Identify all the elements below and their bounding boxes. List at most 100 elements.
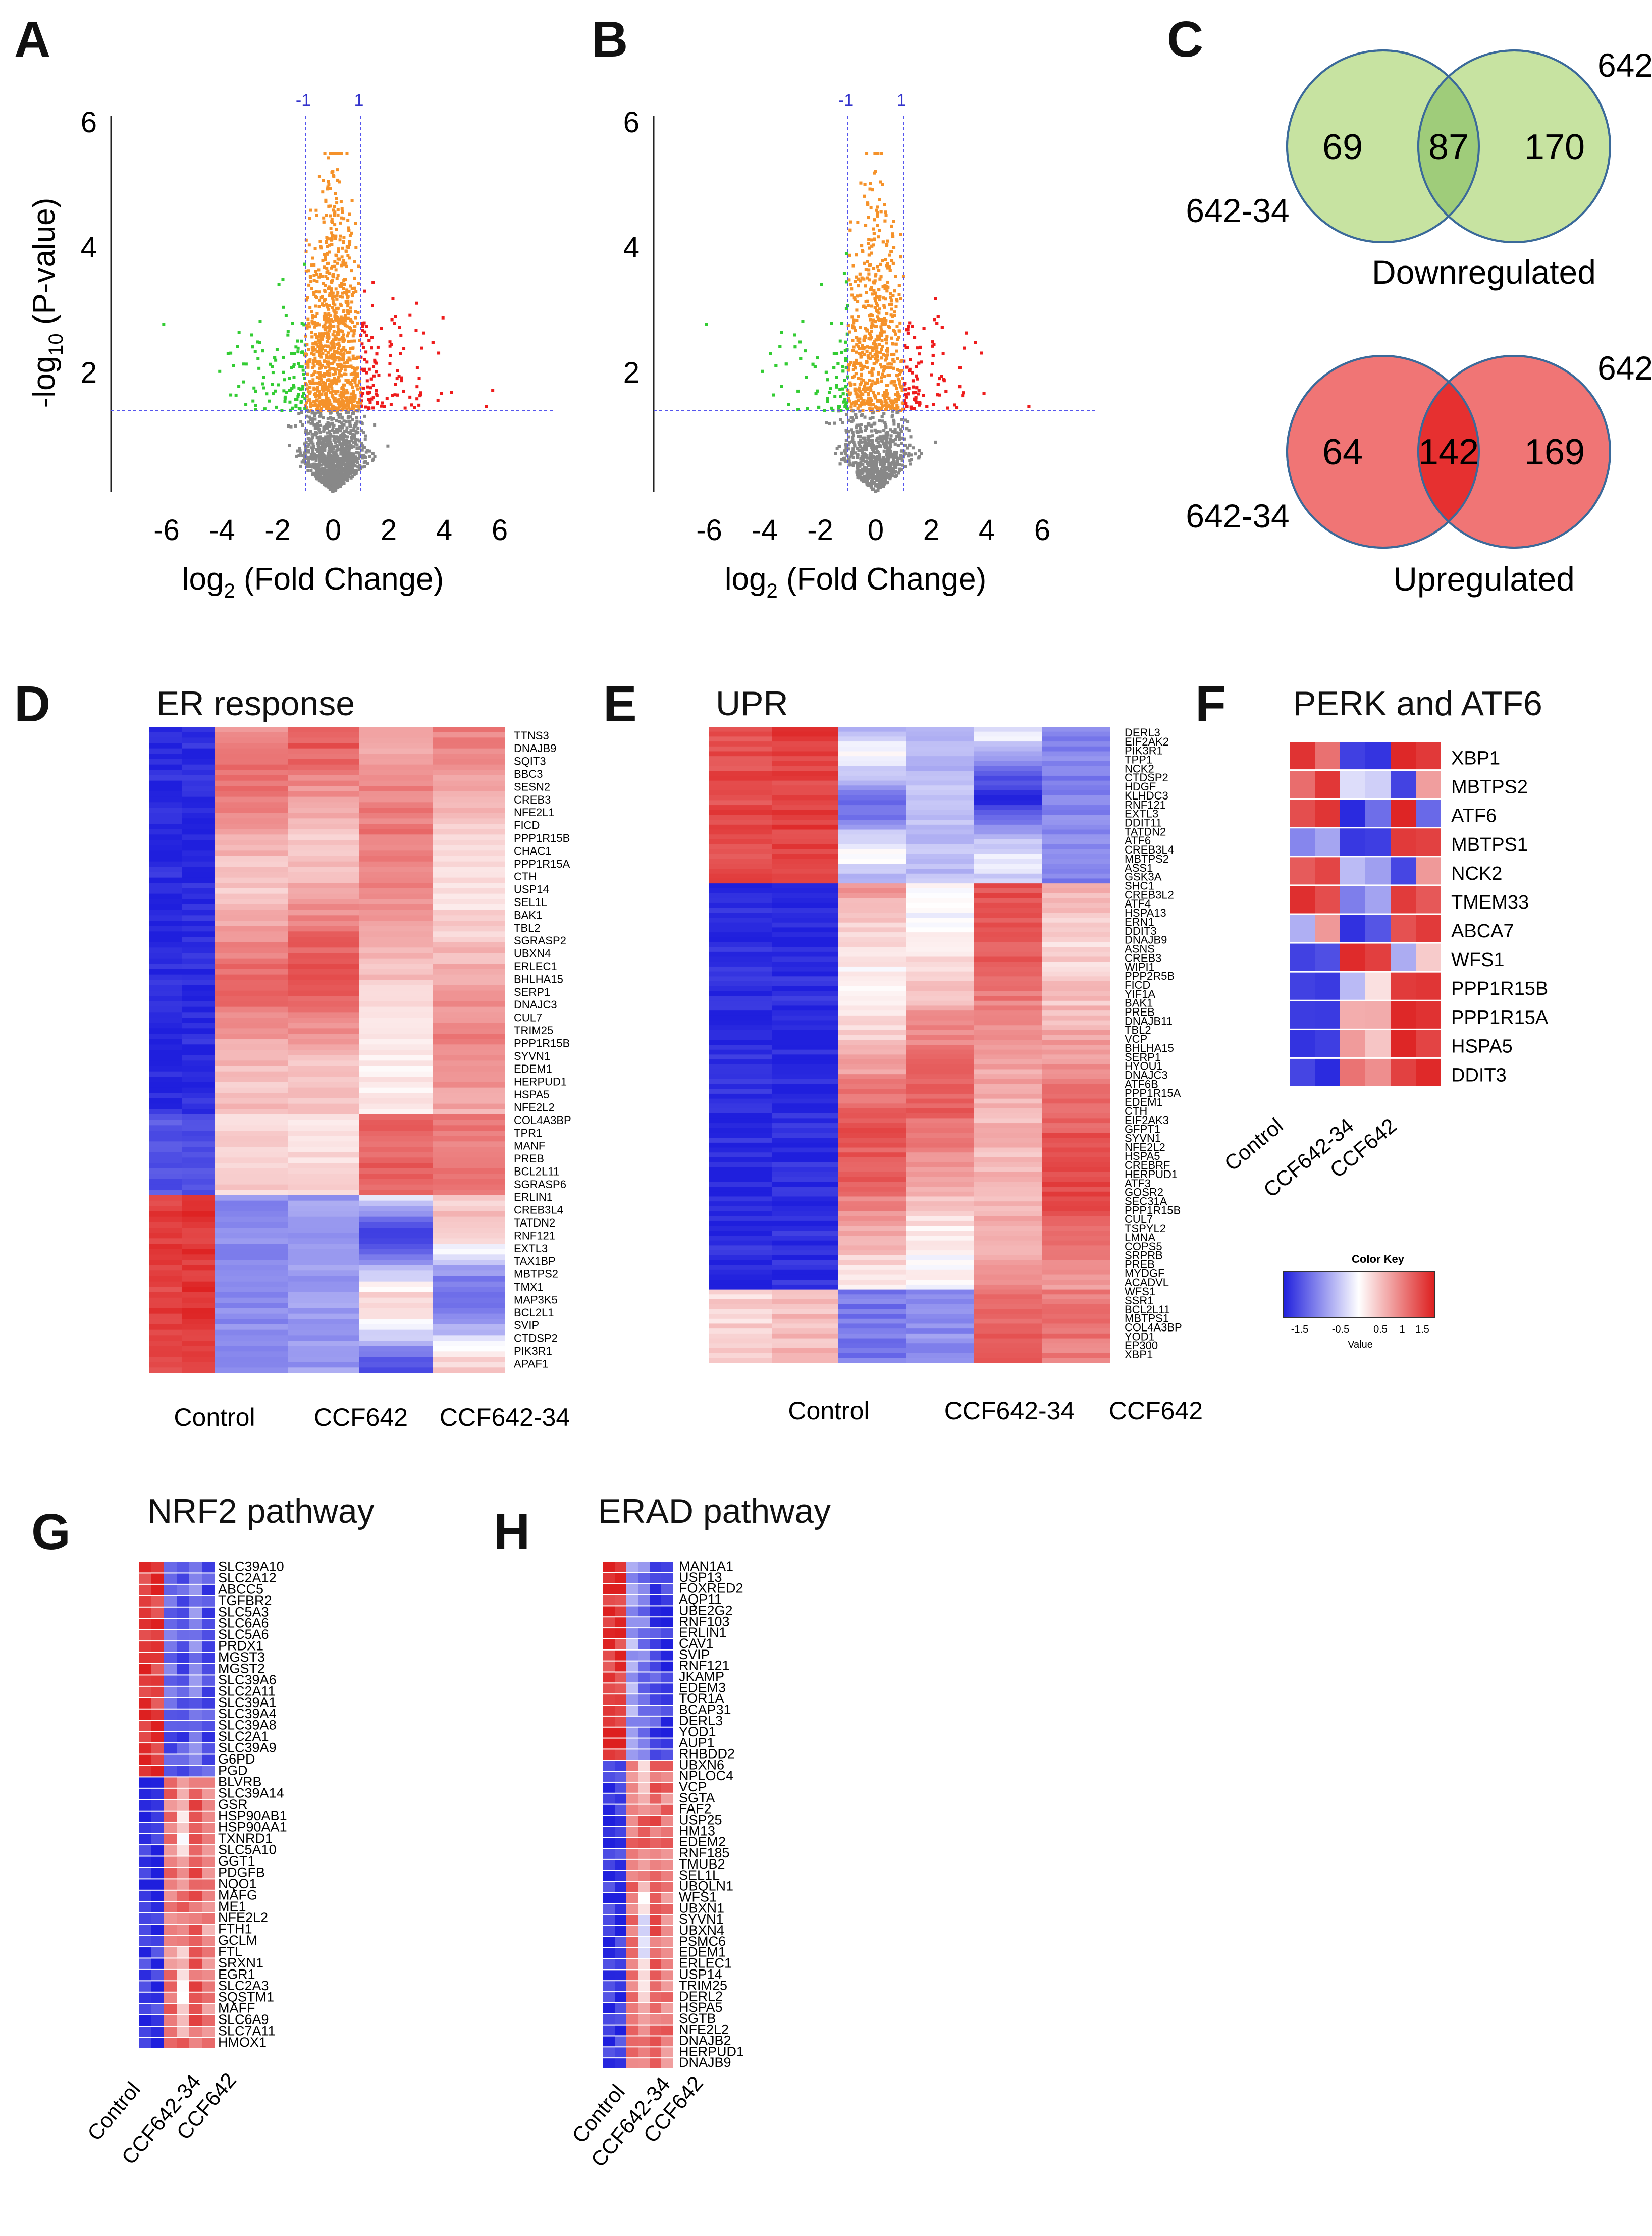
data-point — [341, 336, 345, 340]
data-point — [305, 449, 308, 452]
data-point — [300, 350, 304, 354]
data-point — [367, 367, 371, 371]
data-point — [313, 452, 316, 456]
data-point — [316, 350, 319, 353]
data-point — [370, 336, 374, 339]
data-point — [313, 417, 317, 421]
data-point — [342, 236, 346, 239]
data-point — [859, 392, 863, 396]
panel-letter-c: C — [1167, 11, 1204, 68]
data-point — [334, 338, 338, 341]
data-point — [365, 391, 369, 395]
data-point — [324, 470, 327, 474]
data-point — [325, 484, 329, 488]
data-point — [886, 366, 889, 369]
data-point — [376, 345, 380, 349]
data-point — [322, 325, 326, 329]
data-point — [830, 406, 833, 410]
data-point — [940, 375, 943, 378]
data-point — [354, 438, 357, 441]
data-point — [900, 389, 904, 392]
data-point — [283, 397, 287, 400]
data-point — [342, 392, 345, 396]
data-point — [869, 357, 873, 360]
data-point — [922, 327, 926, 330]
data-point — [880, 402, 884, 405]
data-point — [335, 430, 339, 434]
data-point — [328, 324, 331, 328]
data-point — [315, 214, 318, 217]
data-point — [322, 220, 326, 224]
data-point — [321, 384, 324, 388]
data-point — [310, 320, 314, 323]
data-point — [336, 407, 340, 410]
data-point — [877, 235, 880, 239]
data-point — [362, 431, 365, 435]
data-point — [864, 327, 867, 330]
data-point — [878, 430, 882, 434]
data-point — [361, 323, 365, 326]
data-point — [314, 304, 317, 308]
data-point — [914, 391, 917, 394]
data-point — [883, 203, 886, 206]
data-point — [857, 377, 860, 380]
data-point — [345, 446, 348, 449]
data-point — [280, 409, 284, 412]
data-point — [903, 344, 907, 348]
data-point — [861, 393, 865, 396]
data-point — [310, 432, 314, 436]
data-point — [343, 278, 346, 281]
data-point — [306, 362, 310, 365]
data-point — [863, 261, 866, 265]
data-point — [299, 388, 302, 391]
data-point — [331, 306, 334, 309]
data-point — [871, 487, 875, 491]
data-point — [860, 374, 863, 377]
data-point — [309, 405, 312, 409]
data-point — [936, 383, 940, 386]
data-point — [331, 279, 334, 283]
data-point — [372, 374, 376, 378]
data-point — [335, 456, 338, 459]
data-point — [332, 446, 335, 449]
data-point — [366, 462, 369, 465]
data-point — [351, 321, 354, 324]
data-point — [863, 469, 866, 473]
data-point — [851, 447, 855, 451]
data-point — [833, 395, 837, 398]
data-point — [365, 334, 368, 337]
data-point — [333, 480, 337, 484]
data-point — [335, 342, 339, 346]
data-point — [313, 462, 316, 466]
data-point — [827, 391, 831, 394]
data-point — [301, 423, 304, 427]
data-point — [363, 437, 367, 441]
data-point — [958, 385, 962, 389]
data-point — [874, 484, 877, 488]
data-point — [955, 406, 959, 409]
data-point — [273, 389, 277, 393]
data-point — [317, 461, 321, 465]
data-point — [341, 435, 345, 439]
data-point — [350, 464, 354, 468]
data-point — [898, 436, 902, 440]
data-point — [317, 436, 321, 440]
data-point — [885, 341, 888, 345]
data-point — [305, 429, 308, 432]
x-axis-label: log2 (Fold Change) — [182, 562, 444, 602]
data-point — [895, 456, 898, 459]
data-point — [845, 459, 849, 463]
data-point — [313, 348, 317, 351]
data-point — [883, 365, 886, 368]
data-point — [328, 434, 332, 438]
data-point — [331, 459, 334, 463]
data-point — [946, 406, 949, 410]
data-point — [305, 406, 308, 409]
data-point — [271, 383, 274, 386]
data-point — [886, 347, 889, 351]
data-point — [319, 449, 323, 453]
data-point — [920, 452, 923, 455]
data-point — [346, 219, 350, 222]
data-point — [420, 346, 423, 350]
data-point — [863, 353, 866, 356]
